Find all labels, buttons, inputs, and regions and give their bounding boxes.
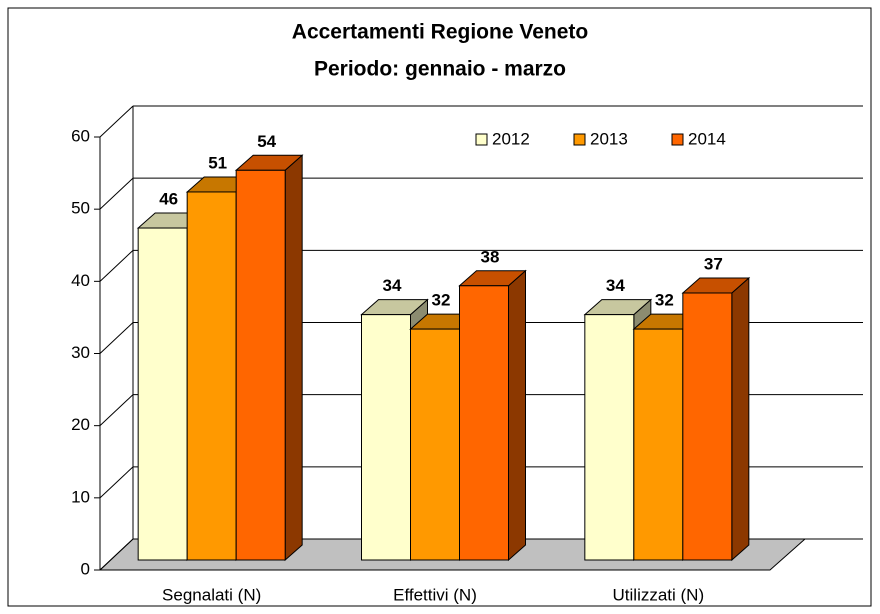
bar (459, 285, 509, 561)
value-label: 32 (432, 291, 451, 310)
legend-swatch (573, 133, 586, 146)
chart-subtitle: Periodo: gennaio - marzo (314, 58, 566, 81)
chart-title: Accertamenti Regione Veneto (292, 21, 588, 44)
bar-side (731, 276, 750, 562)
legend-swatch (671, 133, 684, 146)
bar (137, 227, 188, 561)
bar (410, 328, 460, 561)
y-tick-label: 30 (71, 343, 90, 362)
bar (633, 328, 684, 561)
value-label: 46 (159, 190, 178, 209)
value-label: 34 (606, 276, 625, 295)
value-label: 54 (257, 132, 276, 151)
grid-depth (99, 105, 134, 138)
y-tick-label: 40 (71, 271, 90, 290)
bar (186, 191, 237, 561)
grid-depth (99, 394, 134, 427)
legend-label: 2014 (688, 129, 726, 148)
value-label: 32 (655, 291, 674, 310)
legend-label: 2012 (492, 129, 530, 148)
bar (584, 314, 635, 561)
x-tick-label: Utilizzati (N) (613, 585, 705, 604)
grid-depth (99, 538, 134, 571)
y-tick-label: 50 (71, 199, 90, 218)
bar-side (284, 154, 303, 562)
x-tick-label: Segnalati (N) (162, 585, 261, 604)
bar (682, 292, 733, 561)
value-label: 38 (481, 247, 500, 266)
bar-side (508, 269, 526, 562)
grid-depth (99, 322, 134, 354)
value-label: 34 (383, 276, 402, 295)
legend-label: 2013 (590, 129, 628, 148)
y-tick-label: 20 (71, 415, 90, 434)
value-label: 37 (704, 254, 723, 273)
grid-depth (99, 249, 134, 282)
bar (235, 169, 286, 561)
bar (361, 314, 411, 561)
grid-depth (99, 177, 134, 210)
grid-depth (99, 466, 134, 499)
y-tick-label: 10 (71, 487, 90, 506)
legend-swatch (475, 133, 488, 146)
value-label: 51 (208, 153, 227, 172)
x-tick-label: Effettivi (N) (393, 585, 477, 604)
y-tick-label: 0 (81, 559, 90, 578)
y-tick-label: 60 (71, 126, 90, 145)
